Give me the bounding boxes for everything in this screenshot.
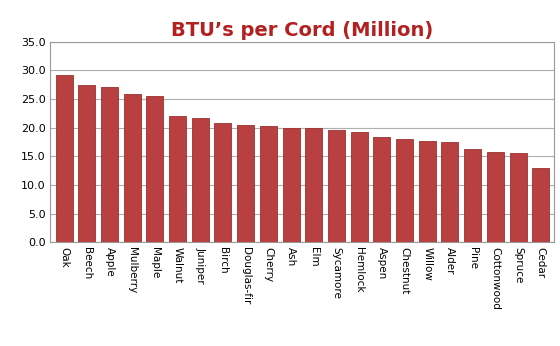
Bar: [532, 168, 549, 242]
Bar: [396, 139, 413, 242]
Bar: [487, 152, 504, 242]
Bar: [169, 116, 186, 242]
Bar: [237, 125, 254, 242]
Bar: [305, 128, 322, 242]
Bar: [374, 137, 390, 242]
Bar: [260, 126, 277, 242]
Bar: [510, 153, 526, 242]
Bar: [351, 131, 368, 242]
Bar: [419, 141, 436, 242]
Bar: [55, 75, 73, 242]
Bar: [214, 123, 231, 242]
Bar: [124, 94, 141, 242]
Bar: [283, 128, 300, 242]
Bar: [328, 130, 345, 242]
Bar: [192, 118, 209, 242]
Bar: [441, 143, 459, 242]
Title: BTU’s per Cord (Million): BTU’s per Cord (Million): [171, 21, 433, 40]
Bar: [78, 84, 95, 242]
Bar: [146, 96, 164, 242]
Bar: [464, 149, 481, 242]
Bar: [101, 88, 118, 242]
